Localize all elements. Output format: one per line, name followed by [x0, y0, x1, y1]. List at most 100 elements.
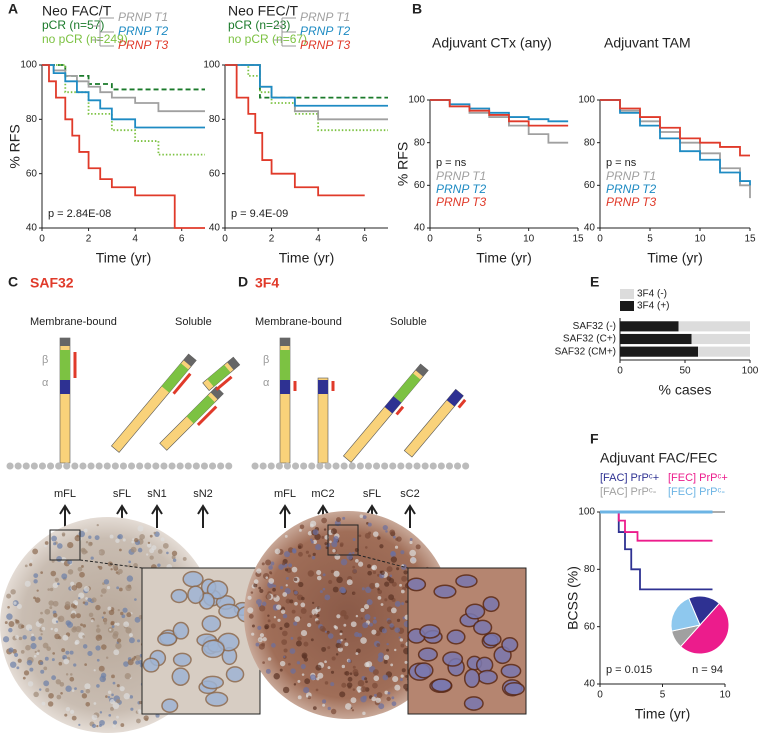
texture	[7, 605, 10, 609]
texture	[65, 620, 72, 626]
texture	[350, 697, 357, 704]
texture	[274, 548, 281, 555]
texture	[67, 559, 73, 565]
survival-curve	[42, 64, 205, 113]
texture	[111, 693, 114, 697]
panel-letter: D	[238, 274, 248, 290]
texture	[396, 618, 401, 623]
survival-curve	[225, 64, 388, 121]
texture	[372, 570, 377, 575]
cell	[182, 570, 204, 588]
micrograph	[0, 517, 261, 733]
texture	[2, 636, 10, 643]
survival-curve	[600, 511, 713, 542]
texture	[371, 565, 375, 570]
texture	[29, 563, 33, 567]
texture	[67, 541, 74, 549]
texture	[353, 592, 356, 595]
texture	[134, 598, 137, 601]
texture	[352, 688, 356, 691]
texture	[131, 540, 134, 544]
texture	[390, 551, 397, 558]
bar	[678, 321, 750, 332]
texture	[369, 622, 373, 627]
legend-label: PRNP T2	[118, 24, 169, 38]
panel-title: 3F4	[255, 275, 279, 291]
cell	[171, 667, 190, 686]
texture	[307, 531, 313, 536]
texture	[139, 534, 145, 540]
texture	[380, 570, 385, 576]
soluble-prion	[202, 356, 241, 391]
texture	[261, 562, 265, 566]
texture	[364, 546, 368, 549]
texture	[137, 525, 144, 532]
x-tick-label: 6	[362, 234, 368, 245]
texture	[394, 627, 401, 633]
texture	[25, 644, 31, 651]
texture	[36, 652, 40, 656]
texture	[111, 674, 115, 679]
x-tick-label: 5	[647, 234, 653, 245]
texture	[130, 546, 137, 553]
texture	[317, 672, 324, 679]
texture	[283, 648, 288, 653]
texture	[259, 588, 264, 594]
annotation: p = 0.015	[606, 664, 652, 676]
texture	[146, 553, 149, 556]
texture	[110, 568, 113, 571]
texture	[357, 680, 365, 687]
texture	[33, 579, 38, 584]
texture	[146, 543, 152, 548]
texture	[289, 599, 294, 604]
texture	[283, 551, 291, 558]
form-label: sC2	[400, 488, 420, 500]
texture	[304, 678, 311, 685]
texture	[343, 623, 347, 627]
texture	[73, 663, 77, 667]
texture	[371, 629, 377, 635]
arrow	[197, 504, 209, 528]
texture	[118, 587, 123, 592]
texture	[257, 625, 262, 630]
y-tick-label: 80	[584, 137, 596, 148]
texture	[300, 630, 308, 637]
y-tick-label: 40	[209, 223, 221, 234]
bar	[691, 333, 750, 345]
texture	[288, 563, 293, 568]
texture	[119, 686, 125, 692]
x-tick-label: 0	[39, 234, 45, 245]
texture	[360, 637, 367, 644]
texture	[287, 662, 291, 666]
texture	[310, 674, 316, 681]
texture	[364, 662, 370, 668]
texture	[267, 614, 270, 617]
texture	[48, 692, 54, 699]
texture	[259, 633, 265, 638]
texture	[137, 639, 141, 643]
texture	[65, 650, 70, 655]
texture	[262, 637, 267, 642]
cell	[503, 681, 525, 696]
texture	[137, 547, 143, 553]
x-tick-label: 15	[572, 234, 584, 245]
texture	[47, 701, 54, 707]
texture	[340, 610, 347, 617]
y-tick-label: 40	[26, 223, 38, 234]
texture	[330, 670, 335, 674]
cell	[482, 632, 502, 647]
y-tick-label: 60	[584, 180, 596, 191]
texture	[33, 691, 39, 698]
texture	[340, 639, 343, 642]
texture	[109, 534, 114, 539]
texture	[396, 567, 400, 571]
texture	[123, 693, 130, 700]
label: β	[42, 354, 48, 366]
label: α	[42, 377, 49, 389]
texture	[386, 566, 393, 573]
annotation: p = ns	[436, 157, 467, 169]
texture	[360, 686, 367, 693]
cell	[463, 668, 481, 689]
texture	[352, 565, 356, 569]
texture	[315, 544, 322, 551]
